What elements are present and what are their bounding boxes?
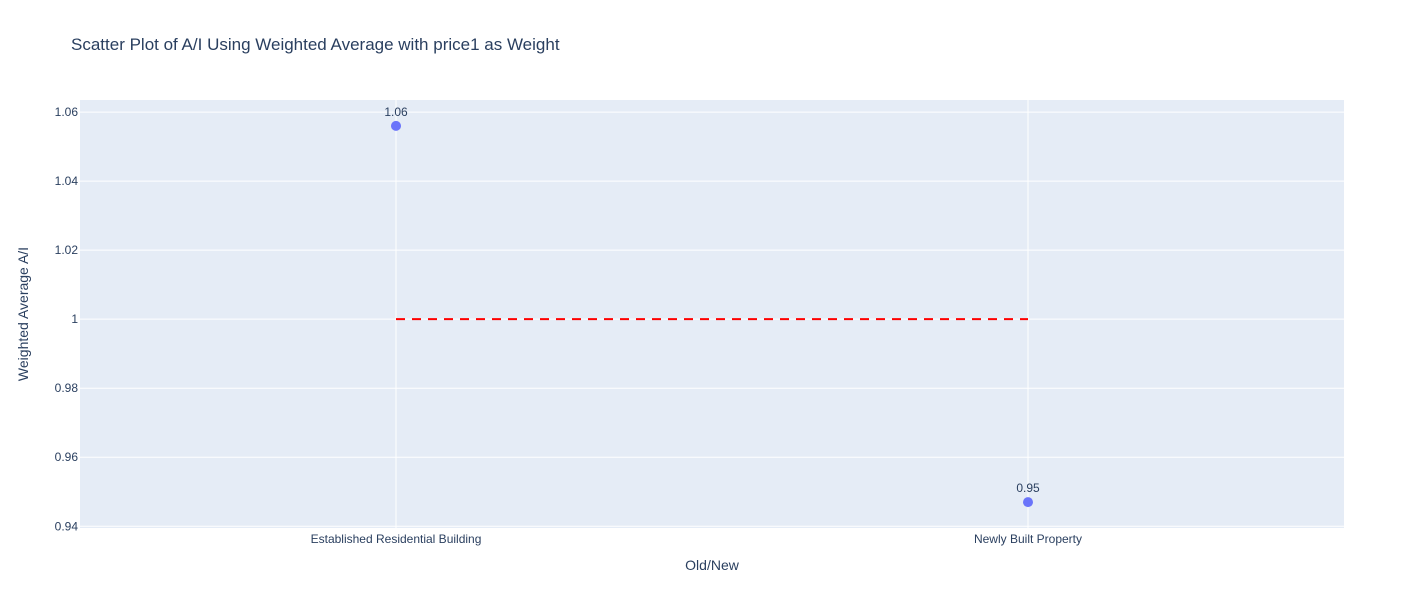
data-label: 1.06 bbox=[384, 105, 408, 119]
y-tick-label: 0.98 bbox=[55, 381, 79, 395]
y-axis-title: Weighted Average A/I bbox=[15, 247, 31, 381]
data-points bbox=[391, 120, 1033, 508]
data-label: 0.95 bbox=[1016, 481, 1040, 495]
chart-title: Scatter Plot of A/I Using Weighted Avera… bbox=[71, 35, 560, 54]
gridlines bbox=[80, 100, 1344, 528]
y-tick-label: 1.04 bbox=[55, 174, 79, 188]
x-tick-label: Newly Built Property bbox=[974, 532, 1082, 546]
x-axis-ticks: Established Residential Building Newly Bu… bbox=[311, 532, 1082, 546]
y-axis-ticks: 0.94 0.96 0.98 1 1.02 1.04 1.06 bbox=[55, 105, 79, 533]
plot-area bbox=[80, 100, 1344, 528]
data-point[interactable] bbox=[1023, 497, 1033, 508]
y-tick-label: 1 bbox=[71, 312, 78, 326]
y-tick-label: 1.02 bbox=[55, 243, 79, 257]
data-labels: 1.06 0.95 bbox=[384, 105, 1040, 495]
y-tick-label: 1.06 bbox=[55, 105, 79, 119]
data-point[interactable] bbox=[391, 120, 401, 131]
y-tick-label: 0.94 bbox=[55, 519, 79, 533]
y-tick-label: 0.96 bbox=[55, 450, 79, 464]
x-tick-label: Established Residential Building bbox=[311, 532, 482, 546]
x-axis-title: Old/New bbox=[685, 557, 740, 573]
